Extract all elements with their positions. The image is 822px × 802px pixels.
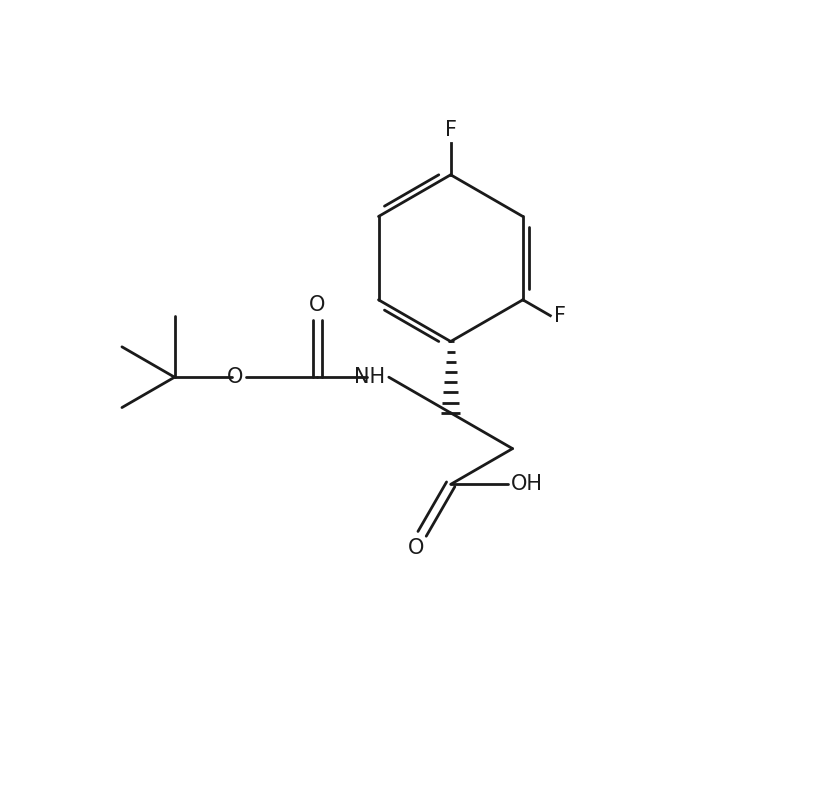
- Text: F: F: [445, 119, 457, 140]
- Text: F: F: [553, 306, 566, 326]
- Text: O: O: [226, 367, 242, 387]
- Text: O: O: [408, 538, 424, 558]
- Text: NH: NH: [353, 367, 385, 387]
- Text: O: O: [309, 295, 326, 315]
- Text: OH: OH: [511, 474, 543, 494]
